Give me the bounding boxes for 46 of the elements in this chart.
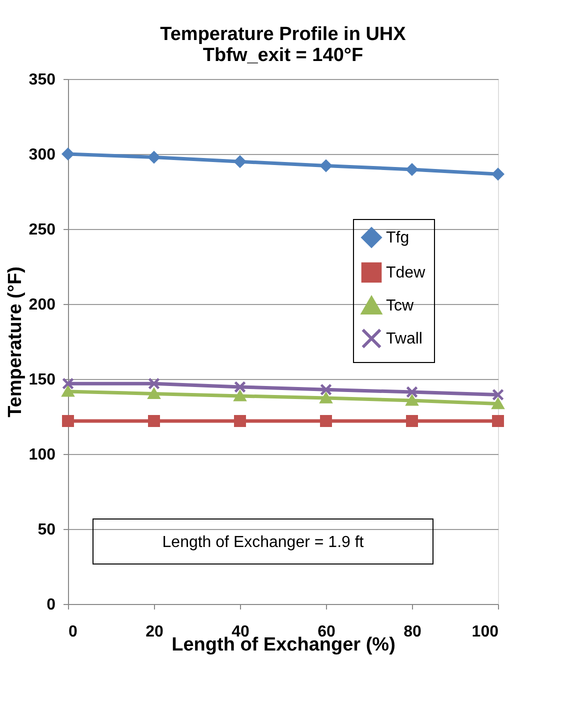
legend-label: Twall xyxy=(386,330,422,348)
point xyxy=(62,415,74,427)
legend-label: Tcw xyxy=(386,298,414,314)
point xyxy=(234,415,246,427)
text: Tbfw_exit = 140°F xyxy=(202,45,364,66)
point xyxy=(62,148,74,160)
point xyxy=(234,156,246,168)
legend-label: Tdew xyxy=(386,264,426,282)
y-tick-label: 150 xyxy=(28,372,56,388)
point xyxy=(406,386,418,398)
text: Temperature Profile in UHX xyxy=(160,24,406,45)
point xyxy=(406,415,418,427)
x-tick-label: 40 xyxy=(232,624,250,640)
point xyxy=(234,380,246,393)
point xyxy=(492,415,504,427)
point xyxy=(492,168,504,180)
point xyxy=(148,378,160,390)
y-tick-label: 50 xyxy=(38,522,56,538)
point xyxy=(492,388,504,401)
point xyxy=(406,163,418,176)
point xyxy=(406,395,418,406)
x-tick-label: 0 xyxy=(68,624,78,640)
x-tick-label: 80 xyxy=(404,624,422,640)
x-tick-label: 20 xyxy=(146,624,164,640)
point xyxy=(148,415,160,427)
point xyxy=(148,388,160,400)
x-tick-label: 100 xyxy=(472,624,499,640)
x-tick-label: 60 xyxy=(318,624,336,640)
y-tick-label: 300 xyxy=(28,146,56,164)
point xyxy=(62,378,74,390)
y-tick-label: 200 xyxy=(28,296,56,314)
point xyxy=(320,160,332,172)
point xyxy=(320,384,332,396)
y-axis-title: Temperature (°F) xyxy=(4,266,26,418)
point xyxy=(234,390,246,402)
y-tick-label: 350 xyxy=(28,72,56,88)
point xyxy=(492,398,504,410)
y-tick-label: 250 xyxy=(28,222,56,238)
point xyxy=(62,386,74,397)
point xyxy=(320,392,332,404)
legend-label: Tfg xyxy=(386,230,410,246)
y-tick-label: 100 xyxy=(28,446,56,464)
point xyxy=(320,415,332,427)
point xyxy=(148,151,160,164)
annotation: Length of Exchanger = 1.9 ft xyxy=(162,534,364,551)
y-tick-label: 0 xyxy=(46,596,56,614)
